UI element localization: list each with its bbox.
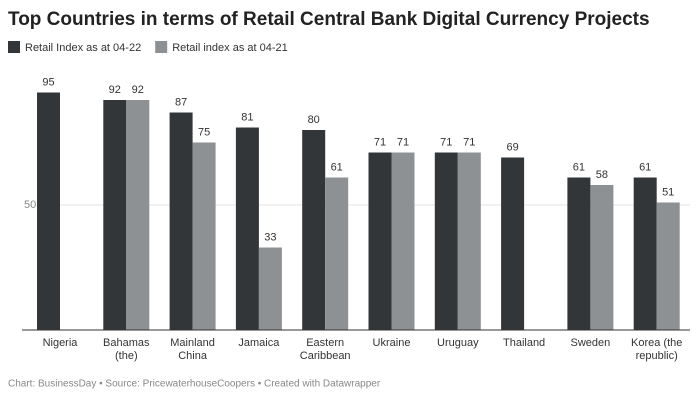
value-label: 80 xyxy=(308,114,320,126)
bar xyxy=(192,142,216,330)
x-tick-label: Thailand xyxy=(502,337,546,349)
x-tick-label: Nigeria xyxy=(42,337,78,349)
bar xyxy=(590,185,614,330)
x-tick-label: Bahamas (the) xyxy=(103,337,150,362)
value-label: 71 xyxy=(397,136,409,148)
x-tick-label: Eastern Caribbean xyxy=(299,337,351,362)
value-label: 58 xyxy=(596,169,608,181)
value-label: 61 xyxy=(639,161,651,173)
value-label: 95 xyxy=(42,76,54,88)
legend-swatch xyxy=(155,41,168,53)
legend-label: Retail Index as at 04-22 xyxy=(25,42,141,54)
bar xyxy=(434,152,458,330)
legend-label: Retail index as at 04-21 xyxy=(172,42,288,54)
value-label: 87 xyxy=(175,96,187,108)
bar xyxy=(656,202,680,330)
value-label: 51 xyxy=(662,186,674,198)
value-label: 92 xyxy=(109,84,121,96)
bar xyxy=(235,127,259,330)
value-label: 61 xyxy=(331,161,343,173)
bar xyxy=(501,157,525,330)
chart-title: Top Countries in terms of Retail Central… xyxy=(8,9,650,30)
x-tick-label: Sweden xyxy=(570,337,611,349)
value-label: 33 xyxy=(264,231,276,243)
value-label: 69 xyxy=(506,141,518,153)
x-tick-label: Ukraine xyxy=(372,337,411,349)
bar xyxy=(169,112,193,330)
x-tick-label: Uruguay xyxy=(437,337,479,349)
bar xyxy=(567,177,591,330)
bar xyxy=(391,152,415,330)
bar xyxy=(633,177,657,330)
value-label: 71 xyxy=(463,136,475,148)
bar xyxy=(457,152,481,330)
bar xyxy=(302,130,326,330)
x-tick-label: Jamaica xyxy=(238,337,280,349)
value-label: 61 xyxy=(573,161,585,173)
source: Chart: BusinessDay • Source: Pricewaterh… xyxy=(8,379,381,390)
bar xyxy=(37,92,60,330)
y-tick-label: 50 xyxy=(24,199,36,211)
bar xyxy=(258,247,282,330)
legend-swatch xyxy=(8,41,20,53)
bar xyxy=(126,100,150,330)
bar xyxy=(325,177,349,330)
value-label: 81 xyxy=(241,111,253,123)
value-label: 92 xyxy=(132,84,144,96)
value-label: 75 xyxy=(198,126,210,138)
bar xyxy=(368,152,392,330)
value-label: 71 xyxy=(440,136,452,148)
x-tick-label: Korea (the republic) xyxy=(631,337,683,362)
value-label: 71 xyxy=(374,136,386,148)
bar xyxy=(103,100,127,330)
x-tick-label: Mainland China xyxy=(170,337,215,362)
